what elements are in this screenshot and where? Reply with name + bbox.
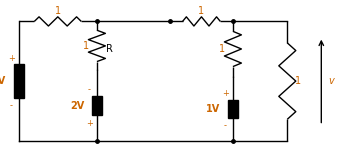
Text: +: + — [8, 54, 15, 63]
Text: -: - — [10, 101, 13, 110]
Bar — [228, 100, 238, 118]
Text: 1V: 1V — [206, 104, 220, 114]
Bar — [14, 64, 24, 98]
Text: 1: 1 — [198, 6, 205, 16]
Bar — [92, 96, 102, 115]
Text: -: - — [88, 85, 91, 94]
Text: 1: 1 — [295, 76, 301, 86]
Text: v: v — [329, 76, 334, 86]
Text: 1: 1 — [55, 6, 61, 16]
Text: R: R — [106, 44, 113, 54]
Text: 1V: 1V — [0, 76, 6, 86]
Text: +: + — [86, 119, 93, 128]
Text: +: + — [222, 89, 229, 98]
Text: 1: 1 — [83, 41, 89, 51]
Text: 2V: 2V — [70, 101, 84, 111]
Text: 1: 1 — [219, 44, 225, 54]
Text: -: - — [224, 121, 227, 130]
